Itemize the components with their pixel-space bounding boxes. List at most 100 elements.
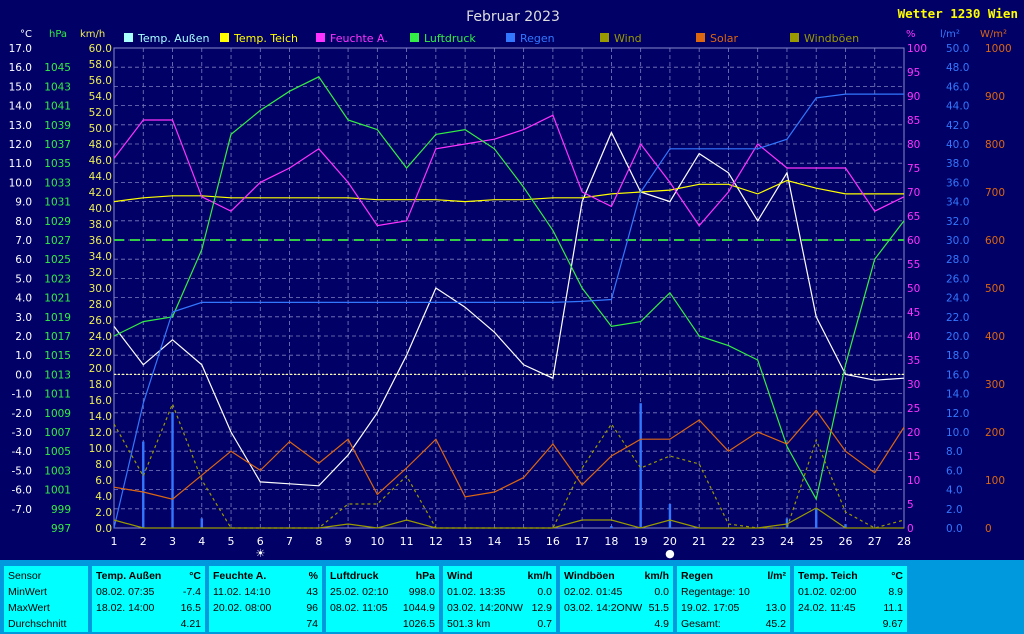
- tick-label-wind: 54.0: [89, 91, 112, 103]
- tick-label-humidity: 5: [907, 499, 914, 511]
- tick-label-pressure: 1007: [44, 427, 71, 439]
- unit-humidity: %: [906, 29, 916, 40]
- tick-label-wind: 46.0: [89, 155, 112, 167]
- stat-label: 25.02. 02:10: [330, 586, 389, 598]
- rain-bar: [815, 508, 818, 528]
- tick-label-wind: 2.0: [95, 507, 112, 519]
- stat-value: km/h: [527, 570, 552, 582]
- tick-label-temp: 7.0: [15, 235, 32, 247]
- stat-row-avg: 1026.5: [330, 616, 435, 632]
- unit-solar: W/m²: [980, 29, 1007, 40]
- stat-row-min: 01.02. 13:35 0.0: [447, 584, 552, 600]
- tick-label-day: 24: [780, 535, 794, 548]
- stat-label: 20.02. 08:00: [213, 602, 272, 614]
- tick-label-day: 8: [315, 535, 322, 548]
- stat-label: 03.02. 14:2ONW: [564, 602, 643, 614]
- rain-bar: [610, 526, 613, 528]
- legend-swatch: [600, 33, 609, 42]
- tick-label-day: 26: [838, 535, 852, 548]
- stat-value: 998.0: [408, 586, 435, 598]
- stat-value: hPa: [415, 570, 435, 582]
- tick-label-day: 13: [458, 535, 472, 548]
- tick-label-pressure: 1005: [44, 446, 71, 458]
- tick-label-solar: 400: [985, 331, 1005, 343]
- stat-label: 01.02. 13:35: [447, 586, 506, 598]
- tick-label-day: 18: [604, 535, 618, 548]
- tick-label-wind: 10.0: [89, 443, 112, 455]
- tick-label-temp: 14.0: [9, 101, 32, 113]
- tick-label-day: 6: [257, 535, 264, 548]
- tick-label-day: 11: [400, 535, 414, 548]
- tick-label-humidity: 75: [907, 163, 920, 175]
- tick-label-pressure: 1029: [44, 216, 71, 228]
- row-label-avg: Durchschnitt: [8, 618, 67, 630]
- tick-label-temp: -5.0: [12, 465, 33, 477]
- tick-label-wind: 28.0: [89, 299, 112, 311]
- stat-value: 45.2: [765, 618, 786, 630]
- legend-label: Luftdruck: [424, 32, 476, 45]
- stat-value: 96: [306, 602, 318, 614]
- rain-bar: [200, 518, 203, 528]
- tick-label-pressure: 1035: [44, 158, 71, 170]
- tick-label-humidity: 55: [907, 259, 920, 271]
- tick-label-pressure: 1001: [44, 485, 71, 497]
- series-line: [113, 179, 904, 203]
- stat-label: 501.3 km: [447, 618, 491, 630]
- tick-label-rain: 34.0: [946, 197, 969, 209]
- tick-label-rain: 38.0: [946, 158, 969, 170]
- stat-label: Temp. Außen: [96, 570, 162, 582]
- stat-row-header: Feuchte A.%: [213, 568, 318, 584]
- stat-row-min: Regentage: 10: [681, 584, 786, 600]
- tick-label-pressure: 999: [51, 504, 71, 516]
- tick-label-wind: 42.0: [89, 187, 112, 199]
- tick-label-rain: 6.0: [946, 465, 963, 477]
- tick-label-wind: 50.0: [89, 123, 112, 135]
- tick-label-rain: 26.0: [946, 273, 969, 285]
- stat-label: 11.02. 14:10: [213, 586, 271, 598]
- stat-label: Feuchte A.: [213, 570, 267, 582]
- legend-label: Solar: [710, 32, 739, 45]
- stat-label: 24.02. 11:45: [798, 602, 856, 614]
- tick-label-day: 20: [663, 535, 677, 548]
- legend-label: Wind: [614, 32, 642, 45]
- stat-label: Wind: [447, 570, 473, 582]
- tick-label-temp: -4.0: [12, 446, 33, 458]
- tick-label-rain: 46.0: [946, 81, 969, 93]
- tick-label-rain: 14.0: [946, 389, 969, 401]
- tick-label-humidity: 40: [907, 331, 920, 343]
- tick-label-temp: 13.0: [9, 120, 32, 132]
- stat-label: 18.02. 14:00: [96, 602, 155, 614]
- stat-value: 1026.5: [402, 618, 435, 630]
- tick-label-pressure: 1025: [44, 254, 71, 266]
- row-label-min: MinWert: [8, 586, 47, 598]
- tick-label-day: 14: [487, 535, 501, 548]
- tick-label-wind: 40.0: [89, 203, 112, 215]
- tick-label-rain: 40.0: [946, 139, 969, 151]
- stat-row-avg: 9.67: [798, 616, 903, 632]
- unit-pressure: hPa: [49, 29, 67, 40]
- day-marker: ●: [665, 547, 675, 560]
- chart-background: [0, 0, 1024, 560]
- tick-label-temp: 8.0: [15, 216, 32, 228]
- tick-label-rain: 24.0: [946, 293, 969, 305]
- tick-label-day: 1: [111, 535, 118, 548]
- legend-swatch: [316, 33, 325, 42]
- tick-label-humidity: 25: [907, 403, 920, 415]
- tick-label-humidity: 15: [907, 451, 920, 463]
- unit-rain: l/m²: [940, 29, 960, 40]
- tick-label-pressure: 1021: [44, 293, 71, 305]
- station-name: Wetter 1230 Wien: [898, 6, 1018, 21]
- tick-label-rain: 2.0: [946, 504, 963, 516]
- tick-label-pressure: 1031: [44, 197, 71, 209]
- stat-value: °C: [189, 570, 201, 582]
- stat-row-max: 03.02. 14:20NW 12.9: [447, 600, 552, 616]
- legend-label: Regen: [520, 32, 555, 45]
- stat-value: 43: [306, 586, 318, 598]
- tick-label-wind: 20.0: [89, 363, 112, 375]
- tick-label-rain: 48.0: [946, 62, 969, 74]
- tick-label-wind: 14.0: [89, 411, 112, 423]
- statistics-footer: Sensor MinWert MaxWert Durchschnitt Temp…: [0, 560, 1024, 634]
- stat-label: 08.02. 07:35: [96, 586, 155, 598]
- tick-label-temp: 5.0: [15, 273, 32, 285]
- tick-label-humidity: 90: [907, 91, 920, 103]
